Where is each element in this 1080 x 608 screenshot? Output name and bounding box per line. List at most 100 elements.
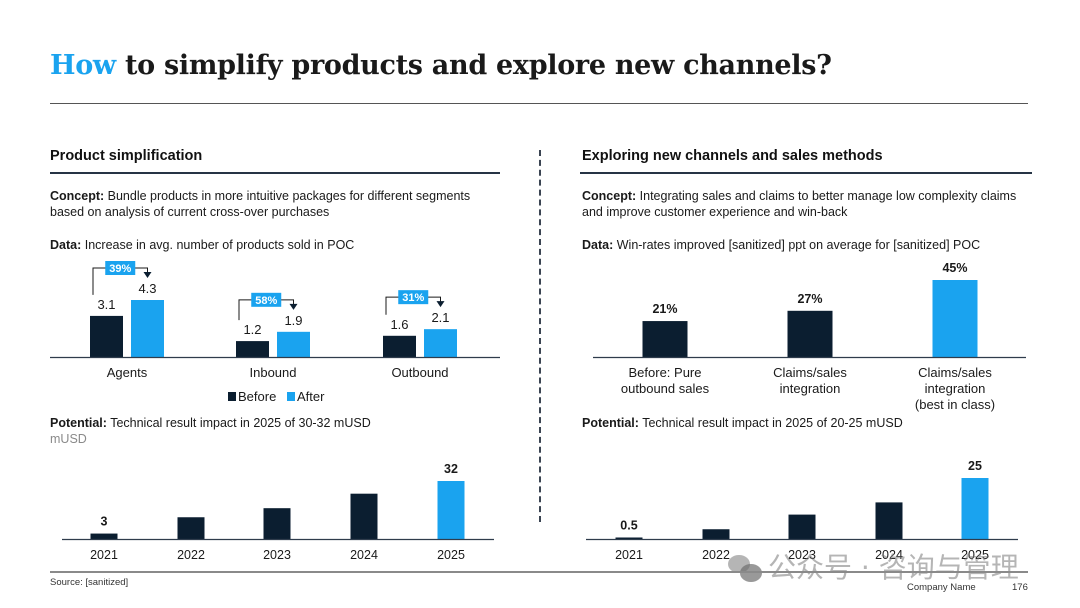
category-label: Claims/sales [918, 365, 992, 380]
change-callout-box [251, 292, 282, 307]
bar-win-rate-1 [787, 310, 833, 357]
legend-label-before: Before [238, 389, 276, 404]
arrow-down-icon [436, 301, 445, 308]
right-section-rule [580, 172, 1032, 174]
watermark-text: 公众号 · 咨询与管理 [768, 551, 1019, 584]
arrow-down-icon [289, 303, 298, 310]
right-potential-text: Technical result impact in 2025 of 20-25… [638, 416, 903, 430]
left-concept: Concept: Bundle products in more intuiti… [50, 188, 490, 220]
bar-2025 [961, 478, 989, 539]
change-callout-label: 31% [402, 292, 424, 304]
x-tick-label: 2023 [263, 548, 291, 562]
page-number: 176 [1012, 582, 1028, 593]
right-data-text: Win-rates improved [sanitized] ppt on av… [613, 238, 981, 252]
category-label: Before: Pure [629, 365, 702, 380]
bar-2024 [875, 502, 903, 539]
left-data: Data: Increase in avg. number of product… [50, 237, 490, 253]
legend-swatch-before [228, 392, 236, 401]
title-divider [50, 103, 1028, 104]
data-label: 25 [968, 459, 982, 473]
bar-after-agents [131, 300, 164, 357]
data-label-after: 1.9 [284, 313, 302, 328]
data-label: 27% [797, 292, 822, 306]
data-label: 3 [101, 515, 108, 529]
x-tick-label: 2023 [788, 548, 816, 562]
left-concept-text: Bundle products in more intuitive packag… [50, 189, 471, 219]
right-data-label: Data: [582, 238, 614, 252]
bar-2021 [90, 533, 118, 539]
x-tick-label: 2021 [615, 548, 643, 562]
data-label-after: 4.3 [138, 281, 156, 296]
bar-2022 [177, 517, 205, 539]
category-label: integration [925, 381, 986, 396]
data-label-before: 3.1 [97, 297, 115, 312]
change-callout-box [105, 261, 136, 275]
company-name: Company Name [907, 582, 976, 593]
left-potential-text: Technical result impact in 2025 of 30-32… [106, 416, 371, 430]
left-data-text: Increase in avg. number of products sold… [81, 238, 355, 252]
page-title-accent: How [50, 50, 116, 81]
legend-swatch-after [287, 392, 295, 401]
bar-before-inbound [236, 341, 269, 357]
bar-2022 [702, 529, 730, 539]
right-concept-label: Concept: [582, 189, 637, 203]
arrow-down-icon [143, 272, 152, 278]
x-tick-label: 2021 [90, 548, 118, 562]
right-concept: Concept: Integrating sales and claims to… [582, 188, 1022, 220]
bar-before-agents [90, 315, 123, 357]
data-label: 45% [942, 261, 967, 275]
x-tick-label: 2024 [875, 548, 903, 562]
watermark: 公众号 · 咨询与管理 [728, 546, 1019, 586]
bar-2021 [615, 537, 643, 539]
data-label-before: 1.6 [390, 317, 408, 332]
x-tick-label: 2025 [961, 548, 989, 562]
bar-2025 [437, 481, 465, 539]
data-label: 21% [652, 302, 677, 316]
right-potential: Potential: Technical result impact in 20… [582, 415, 1042, 431]
bar-before-outbound [383, 335, 416, 357]
wechat-icon [728, 555, 762, 583]
left-section-heading: Product simplification [50, 148, 203, 164]
right-data: Data: Win-rates improved [sanitized] ppt… [582, 237, 1042, 253]
data-label: 0.5 [620, 519, 637, 533]
right-potential-label: Potential: [582, 416, 639, 430]
x-tick-label: 2024 [350, 548, 378, 562]
column-divider [539, 150, 541, 522]
bar-win-rate-2 [932, 280, 978, 357]
left-concept-label: Concept: [50, 189, 105, 203]
change-callout-label: 39% [109, 263, 131, 275]
page-title-rest: to simplify products and explore new cha… [115, 50, 832, 81]
data-label-before: 1.2 [243, 322, 261, 337]
bar-2024 [350, 493, 378, 539]
x-tick-label: 2025 [437, 548, 465, 562]
footer-divider [50, 571, 1028, 573]
data-label: 32 [444, 462, 458, 476]
left-potential: Potential: Technical result impact in 20… [50, 415, 510, 431]
category-label: Inbound [250, 365, 297, 380]
left-potential-label: Potential: [50, 416, 107, 430]
legend-label-after: After [297, 389, 325, 404]
category-label: integration [780, 381, 841, 396]
x-tick-label: 2022 [177, 548, 205, 562]
left-section-rule [50, 172, 500, 174]
bar-2023 [788, 514, 816, 539]
change-callout-label: 58% [255, 295, 277, 307]
bar-after-outbound [424, 329, 457, 357]
left-potential-unit: mUSD [50, 432, 87, 446]
bar-after-inbound [277, 331, 310, 357]
right-section-heading: Exploring new channels and sales methods [582, 148, 883, 164]
bar-2023 [263, 508, 291, 539]
data-label-after: 2.1 [431, 310, 449, 325]
bar-win-rate-0 [642, 321, 688, 357]
x-tick-label: 2022 [702, 548, 730, 562]
page-title: How to simplify products and explore new… [50, 50, 832, 81]
category-label: Agents [107, 365, 148, 380]
source-note: Source: [sanitized] [50, 577, 129, 588]
left-data-label: Data: [50, 238, 82, 252]
right-concept-text: Integrating sales and claims to better m… [582, 189, 1017, 219]
category-label: (best in class) [915, 397, 995, 412]
category-label: Outbound [391, 365, 448, 380]
change-callout-box [398, 290, 429, 305]
category-label: outbound sales [621, 381, 710, 396]
